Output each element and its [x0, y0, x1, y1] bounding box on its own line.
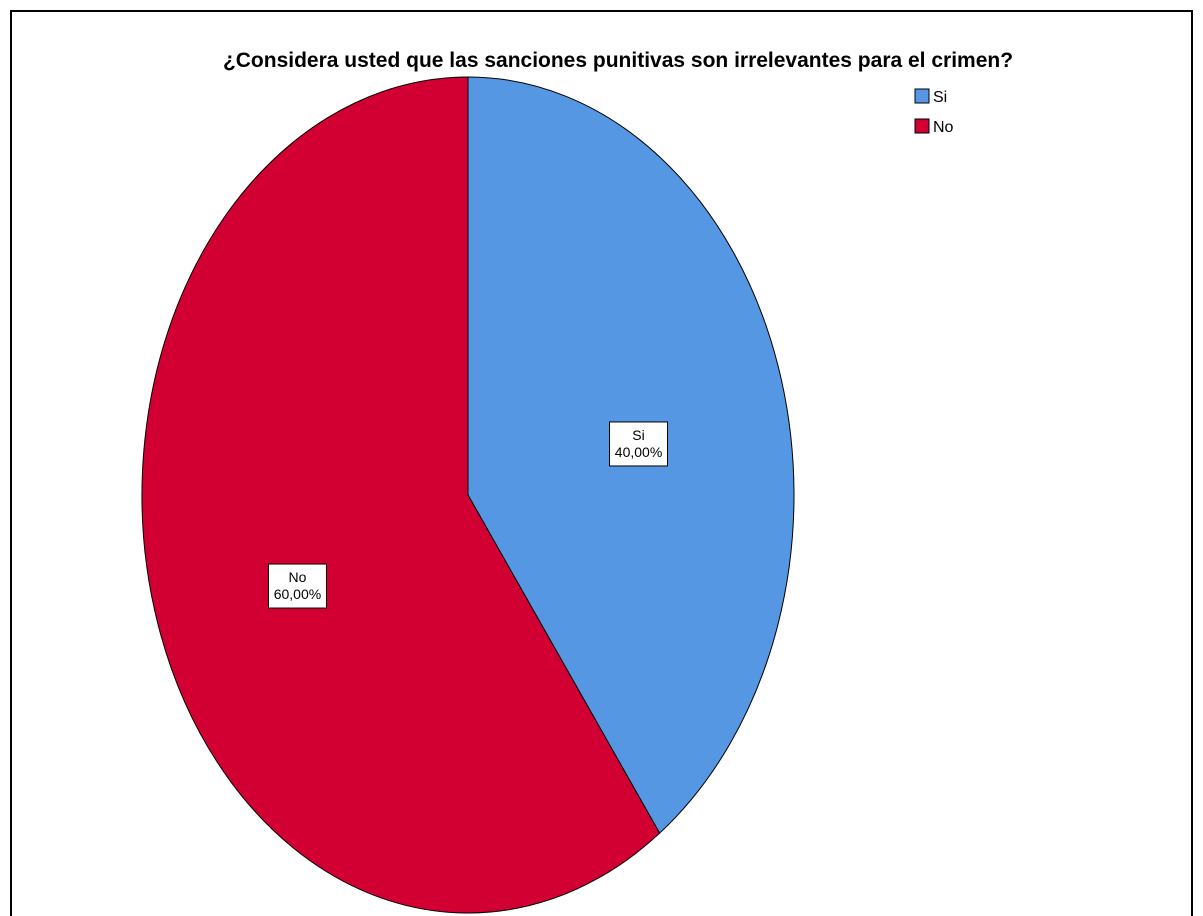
slice-label-category: No [289, 569, 307, 585]
chart-title: ¿Considera usted que las sanciones punit… [223, 49, 1013, 72]
slice-label-category: Si [632, 427, 644, 443]
legend-label-si: Si [933, 89, 947, 106]
legend-label-no: No [933, 119, 954, 136]
pie-slices [141, 76, 795, 914]
legend-swatch-no [914, 118, 930, 134]
slice-label-value: 60,00% [274, 586, 321, 602]
legend-swatch-si [914, 88, 930, 104]
legend-item-si: Si [914, 88, 947, 106]
legend-item-no: No [914, 118, 954, 136]
slice-label-value: 40,00% [615, 444, 662, 460]
legend: Si No [914, 88, 954, 136]
slice-label-box [267, 563, 327, 609]
pie-slice-no [141, 76, 661, 914]
slice-label-box [609, 421, 669, 467]
